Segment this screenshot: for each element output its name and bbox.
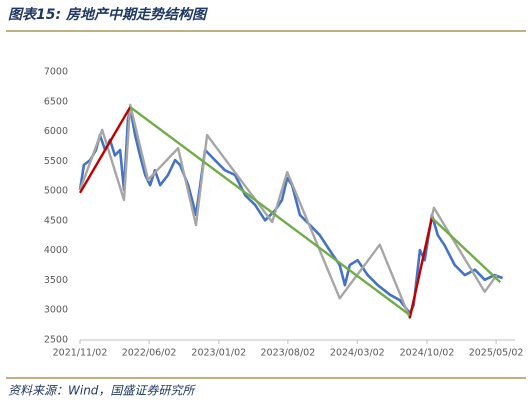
y-tick-label: 5000	[44, 186, 68, 197]
x-tick-label: 2024/10/02	[400, 348, 455, 359]
series-line	[78, 106, 504, 315]
series-line	[78, 103, 498, 320]
y-tick-label: 6000	[44, 126, 68, 137]
chart-title: 图表15: 房地产中期走势结构图	[8, 6, 208, 23]
y-tick-label: 2500	[44, 335, 68, 346]
x-tick-label: 2022/06/02	[122, 348, 177, 359]
y-tick-label: 5500	[44, 156, 68, 167]
series-line	[129, 106, 411, 316]
y-tick-label: 4500	[44, 215, 68, 226]
series-line	[431, 217, 502, 284]
x-tick-label: 2021/11/02	[53, 348, 108, 359]
y-tick-label: 6500	[44, 96, 68, 107]
y-tick-label: 4000	[44, 245, 68, 256]
series-line	[408, 217, 434, 319]
y-tick-label: 3000	[44, 305, 68, 316]
y-tick-label: 3500	[44, 275, 68, 286]
source-note: 资料来源：Wind，国盛证券研究所	[8, 384, 196, 398]
x-tick-label: 2024/03/02	[330, 348, 385, 359]
x-tick-label: 2023/08/02	[261, 348, 316, 359]
y-tick-label: 7000	[44, 67, 68, 78]
x-tick-label: 2025/05/02	[469, 348, 524, 359]
series-line	[78, 106, 132, 194]
x-tick-label: 2023/01/02	[191, 348, 246, 359]
